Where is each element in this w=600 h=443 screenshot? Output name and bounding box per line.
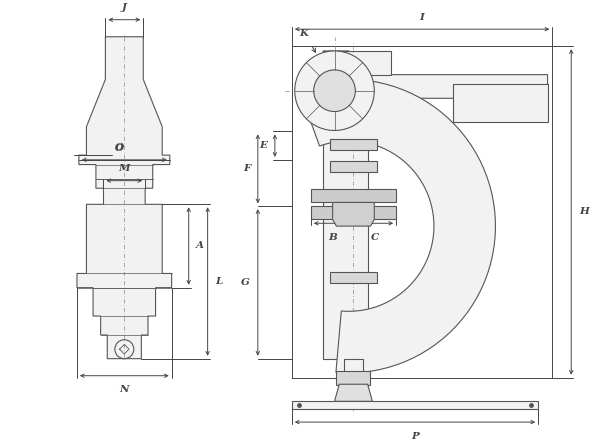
Text: J: J (122, 3, 127, 12)
Text: G: G (241, 278, 250, 287)
Text: H: H (579, 207, 589, 217)
Text: I: I (419, 12, 425, 22)
Text: C: C (371, 233, 379, 242)
Polygon shape (332, 202, 374, 226)
Text: O: O (115, 144, 124, 153)
Text: K: K (300, 29, 309, 38)
Polygon shape (77, 37, 172, 359)
Polygon shape (330, 272, 377, 283)
Polygon shape (344, 359, 363, 400)
Text: N: N (119, 385, 129, 394)
Polygon shape (323, 51, 391, 132)
Polygon shape (311, 206, 396, 219)
Circle shape (314, 70, 355, 112)
Polygon shape (292, 401, 538, 409)
Text: O: O (115, 143, 124, 152)
Polygon shape (335, 384, 373, 401)
Polygon shape (337, 371, 370, 385)
Circle shape (295, 51, 374, 131)
Polygon shape (311, 189, 396, 202)
Polygon shape (330, 161, 377, 172)
Text: B: B (328, 233, 337, 242)
Text: E: E (259, 141, 267, 150)
Polygon shape (299, 79, 496, 373)
Polygon shape (323, 51, 548, 132)
Text: M: M (119, 164, 130, 173)
Polygon shape (323, 132, 368, 359)
Text: P: P (411, 431, 419, 441)
Text: L: L (215, 277, 223, 286)
Polygon shape (453, 84, 548, 122)
Text: F: F (243, 164, 250, 173)
Polygon shape (330, 139, 377, 150)
Text: A: A (196, 241, 204, 250)
Text: D: D (344, 94, 353, 103)
